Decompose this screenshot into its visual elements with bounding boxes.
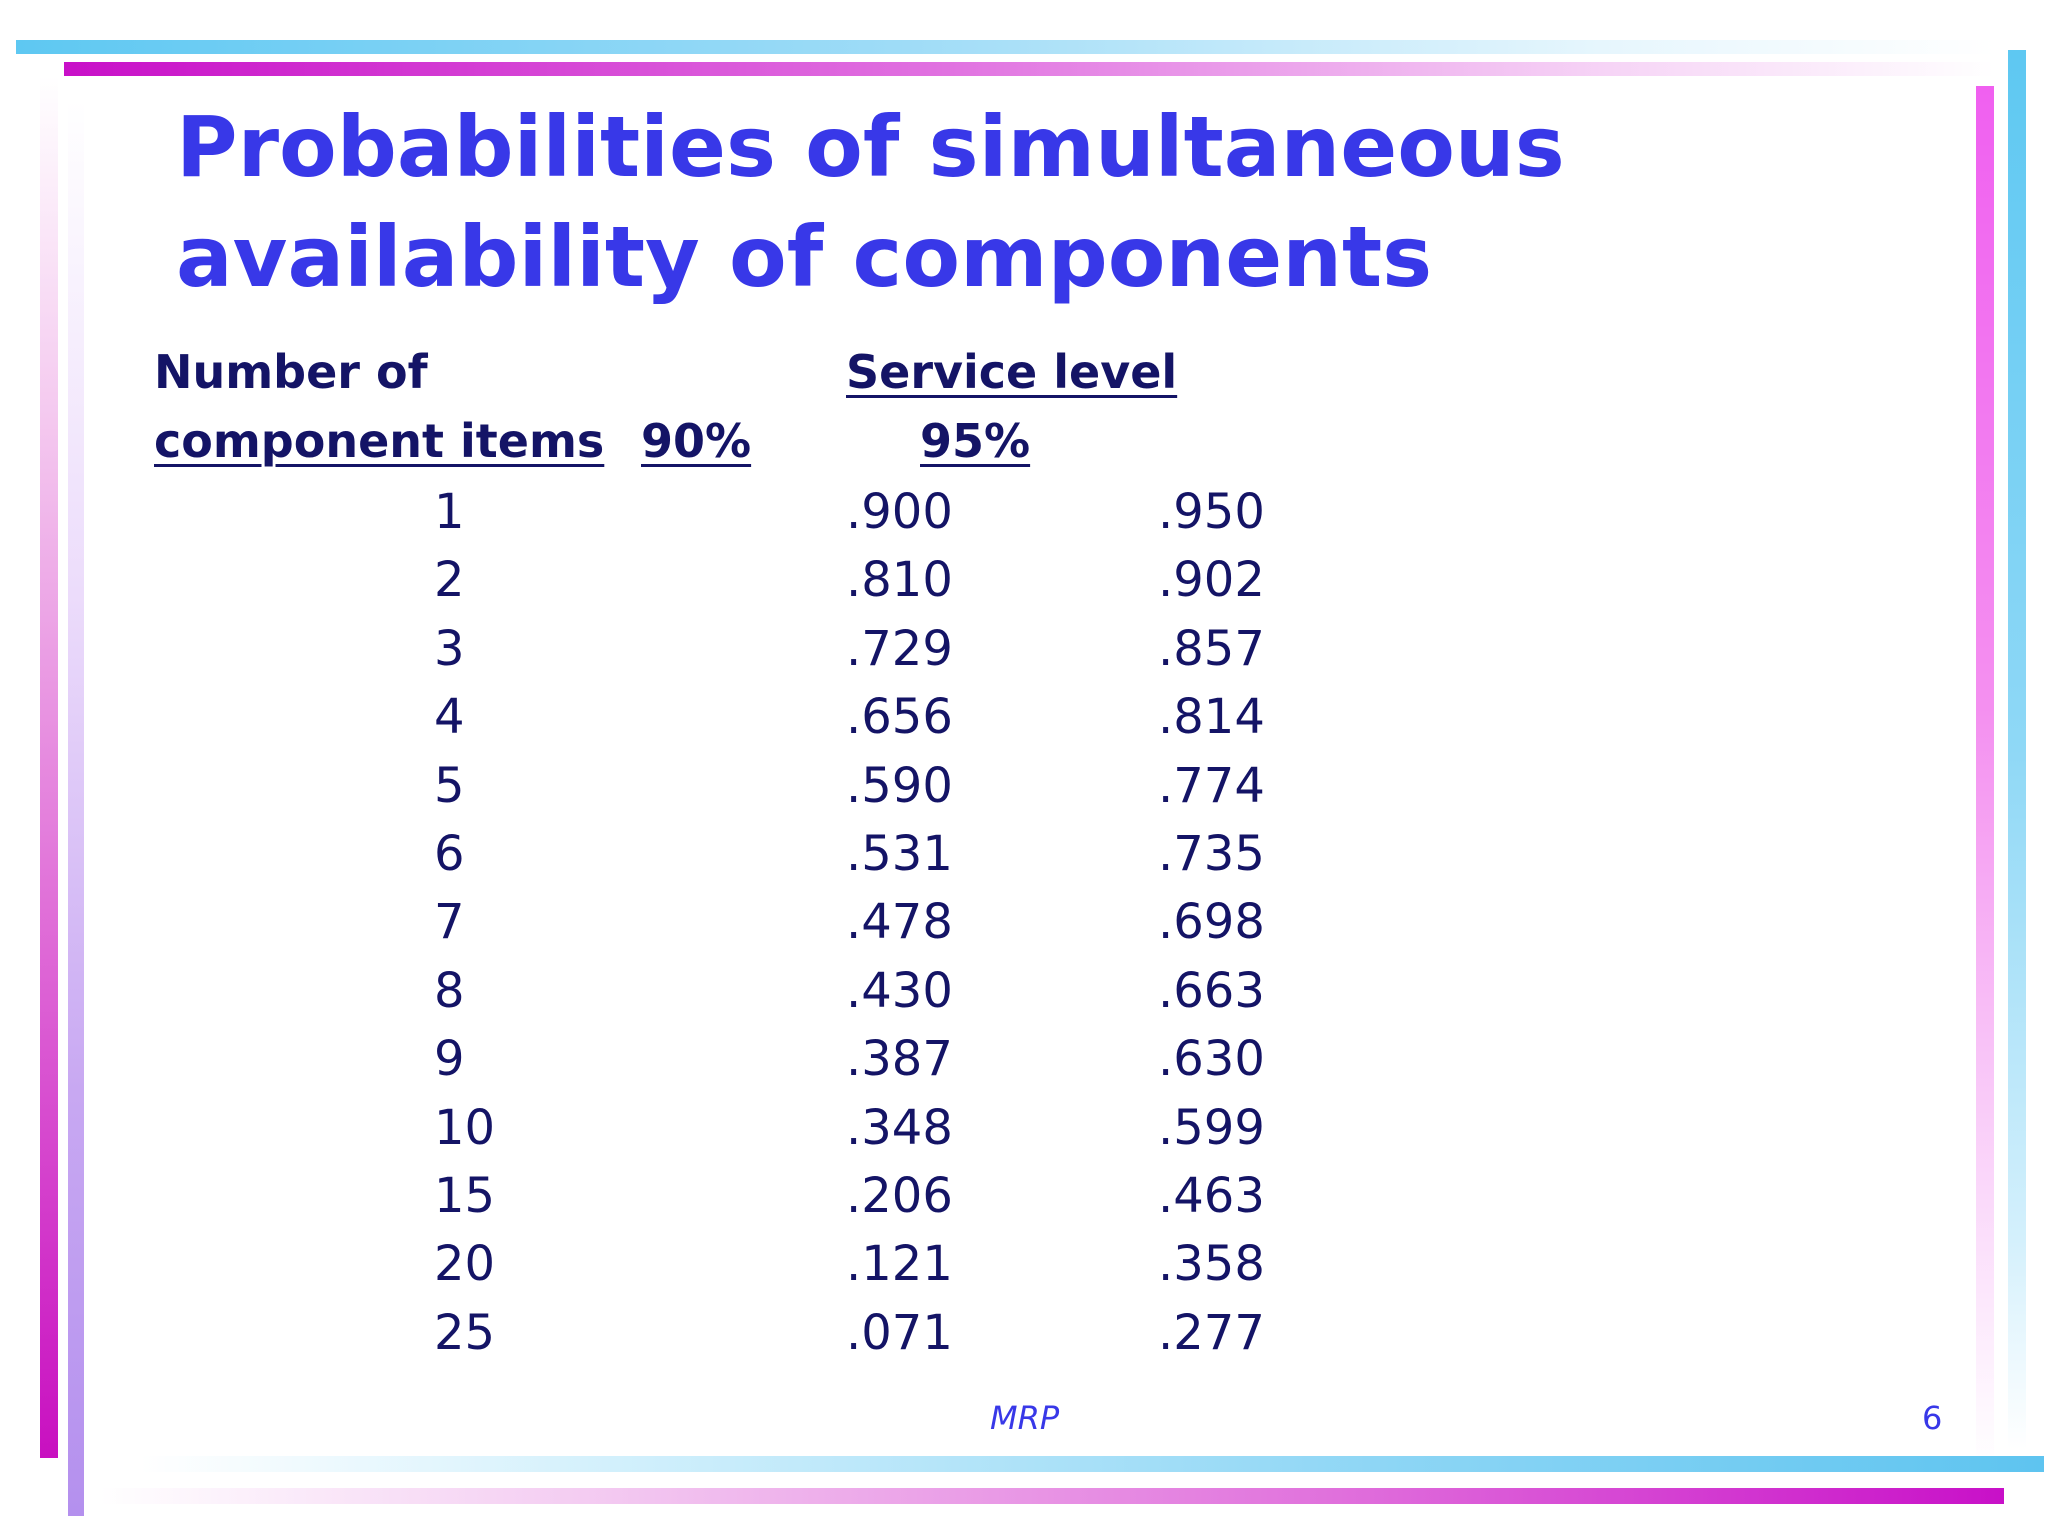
component-count-cell: 1 — [434, 484, 465, 540]
probability-95-cell: .630 — [1158, 1031, 1265, 1088]
component-count-cell: 9 — [434, 1031, 465, 1088]
probability-95-cell: .902 — [1158, 552, 1265, 609]
probability-90-cell: .656 — [846, 689, 953, 746]
table-row: 9 .387 .630 — [0, 1025, 2048, 1093]
probability-90-cell: .430 — [846, 962, 953, 1019]
slide-title: Probabilities of simultaneous availabili… — [176, 92, 1876, 312]
table-row: 2 .810 .902 — [0, 546, 2048, 614]
probability-90-cell: .121 — [846, 1236, 953, 1293]
right-magenta-bar — [1976, 86, 1994, 1466]
table-row: 8 .430 .663 — [0, 957, 2048, 1025]
probability-95-cell: .358 — [1158, 1236, 1265, 1293]
page-number: 6 — [1922, 1399, 1943, 1437]
component-count-cell: 25 — [434, 1304, 496, 1361]
left-lilac-bar — [68, 100, 84, 1516]
probability-90-cell: .590 — [846, 757, 953, 814]
probability-90-cell: .387 — [846, 1031, 953, 1088]
probability-95-cell: .698 — [1158, 894, 1265, 951]
table-row: 20 .121 .358 — [0, 1230, 2048, 1298]
table-row: 4 .656 .814 — [0, 683, 2048, 751]
probability-90-cell: .478 — [846, 894, 953, 951]
table-row: 5 .590 .774 — [0, 752, 2048, 820]
header-95-percent: 95% — [920, 414, 1031, 468]
header-number-of: Number of — [154, 345, 428, 399]
bottom-magenta-bar — [100, 1488, 2004, 1504]
bottom-cyan-bar — [140, 1456, 2044, 1472]
top-magenta-bar — [64, 62, 1994, 76]
component-count-cell: 6 — [434, 825, 465, 882]
probability-95-cell: .774 — [1158, 757, 1265, 814]
slide-title-line-2: availability of components — [176, 208, 1433, 306]
probability-95-cell: .663 — [1158, 962, 1265, 1019]
component-count-cell: 5 — [434, 757, 465, 814]
component-count-cell: 20 — [434, 1236, 496, 1293]
probability-95-cell: .463 — [1158, 1167, 1265, 1224]
probability-90-cell: .729 — [846, 620, 953, 677]
header-90-percent: 90% — [641, 414, 752, 468]
probability-90-cell: .810 — [846, 552, 953, 609]
slide-title-line-1: Probabilities of simultaneous — [176, 98, 1565, 196]
probability-95-cell: .857 — [1158, 620, 1265, 677]
probability-90-cell: .071 — [846, 1304, 953, 1361]
probability-90-cell: .900 — [846, 484, 953, 540]
left-magenta-bar — [40, 76, 58, 1458]
footer-label: MRP — [990, 1399, 1060, 1437]
table-row: 6 .531 .735 — [0, 820, 2048, 888]
table-row: 7 .478 .698 — [0, 888, 2048, 956]
component-count-cell: 8 — [434, 962, 465, 1019]
table-row: 10 .348 .599 — [0, 1094, 2048, 1162]
table-row: 15 .206 .463 — [0, 1162, 2048, 1230]
component-count-cell: 10 — [434, 1099, 496, 1156]
probability-95-cell: .950 — [1158, 484, 1265, 540]
top-cyan-bar — [16, 40, 1996, 54]
probability-95-cell: .735 — [1158, 825, 1265, 882]
probability-table-body: 1 .900 .950 2 .810 .902 3 .729 .857 4 .656 .814 5 .59… — [0, 478, 2048, 1367]
component-count-cell: 2 — [434, 552, 465, 609]
probability-95-cell: .277 — [1158, 1304, 1265, 1361]
component-count-cell: 3 — [434, 620, 465, 677]
component-count-cell: 4 — [434, 689, 465, 746]
header-component-items: component items — [154, 414, 605, 468]
probability-95-cell: .814 — [1158, 689, 1265, 746]
component-count-cell: 15 — [434, 1167, 496, 1224]
table-row: 1 .900 .950 — [0, 478, 2048, 546]
probability-90-cell: .531 — [846, 825, 953, 882]
right-cyan-bar — [2008, 50, 2026, 1450]
probability-90-cell: .206 — [846, 1167, 953, 1224]
header-service-level: Service level — [846, 345, 1178, 399]
probability-95-cell: .599 — [1158, 1099, 1265, 1156]
table-row: 3 .729 .857 — [0, 615, 2048, 683]
table-row: 25 .071 .277 — [0, 1299, 2048, 1367]
probability-90-cell: .348 — [846, 1099, 953, 1156]
component-count-cell: 7 — [434, 894, 465, 951]
